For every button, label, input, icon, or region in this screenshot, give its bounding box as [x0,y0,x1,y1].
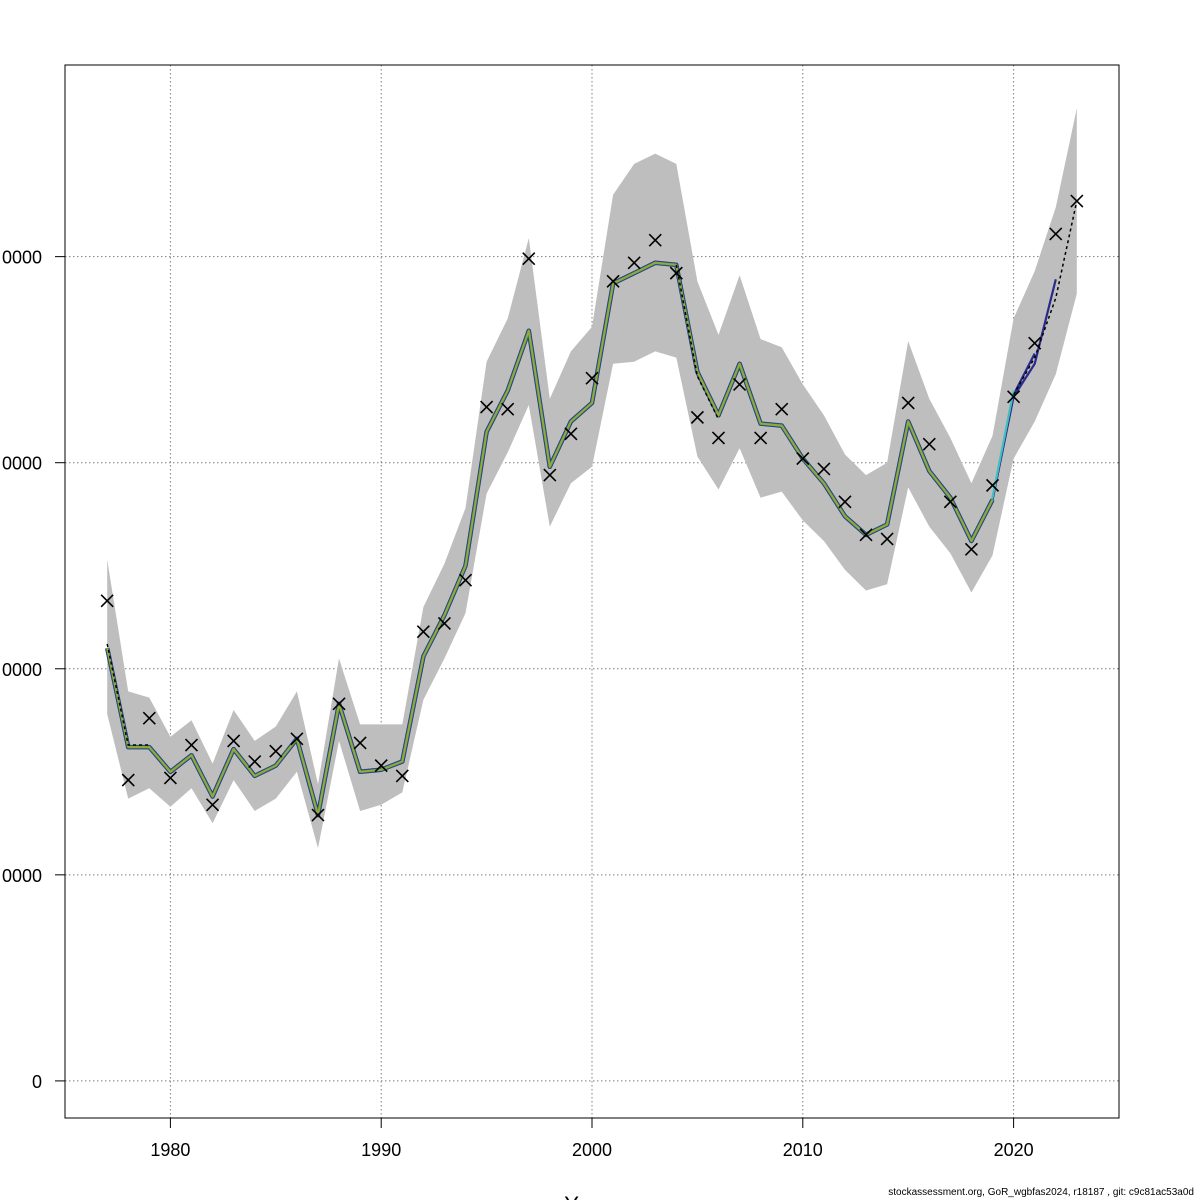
series-lines [104,200,1078,818]
observed-point [817,462,831,476]
grid-lines [65,65,1119,1118]
observed-point [732,377,747,391]
observed-point [184,738,199,752]
x-axis-title: Years [564,1192,619,1200]
observed-point [227,734,241,748]
observed-point [585,371,599,385]
observed-point [121,773,135,787]
y-tick-label-4: 0000 [2,248,42,268]
observed-point [690,410,704,424]
observed-point [711,431,726,445]
observed-point [248,754,262,769]
observed-point [943,495,957,509]
observed-point [269,744,283,758]
observed-point [543,468,557,482]
observed-point [648,233,662,247]
observed-point [922,437,936,451]
x-tick-label-1990: 1990 [361,1140,401,1160]
observed-point [669,266,683,280]
x-tick-label-2010: 2010 [783,1140,823,1160]
observed-point [775,402,789,416]
observed-point [100,594,114,608]
observed-point [416,625,430,639]
estimate-line [106,261,994,817]
observed-point [458,573,473,587]
observed-point [163,771,177,785]
observed-point [205,798,220,812]
observed-points [100,194,1084,822]
observed-point [564,427,578,441]
x-tick-label-2020: 2020 [994,1140,1034,1160]
observed-point [964,542,979,556]
observed-point [395,769,409,783]
observed-point [838,495,852,509]
observed-point [901,396,915,410]
y-tick-label-1: 0000 [2,866,42,886]
y-tick-label-3: 0000 [2,454,42,474]
observed-point [290,732,304,746]
y-tick-label-2: 0000 [2,660,42,680]
observed-point [311,808,325,822]
plot-frame [64,64,1120,1119]
observed-point [332,697,346,711]
x-tick-label-1980: 1980 [150,1140,190,1160]
observed-point [880,532,894,546]
confidence-band [107,108,1077,849]
observed-point [1070,194,1084,208]
x-tick-label-2000: 2000 [572,1140,612,1160]
observed-point [606,274,620,288]
observed-point [374,759,388,773]
observed-point [627,256,641,270]
observed-point [501,402,515,416]
retro-shift-line-1 [106,643,150,746]
observed-point [985,478,1000,492]
observed-point [1007,390,1021,404]
observed-point [522,252,536,266]
observed-point [859,528,873,542]
observed-point [1049,227,1063,241]
observed-point [142,711,156,725]
footer-credit: stockassessment.org, GoR_wgbfas2024, r18… [888,1187,1194,1198]
retro-shift-line-2 [675,264,720,420]
retro-shift-line-3 [1012,200,1078,396]
observed-point [1028,336,1042,350]
observed-point [754,431,768,445]
observed-point [437,616,452,631]
y-tick-label-0: 0 [32,1072,42,1092]
confidence-band-area [107,108,1077,849]
observed-point [353,736,367,750]
observed-point [480,400,494,414]
observed-point [796,452,810,466]
